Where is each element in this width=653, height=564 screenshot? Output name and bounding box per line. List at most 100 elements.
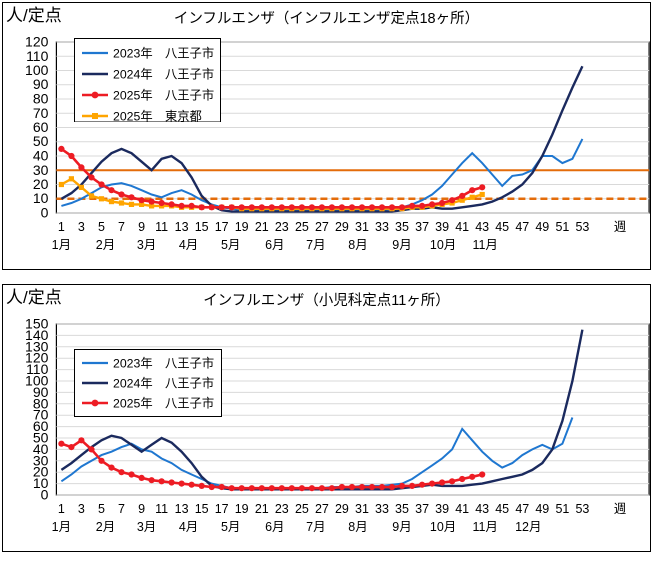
svg-text:2025年 八王子市: 2025年 八王子市 bbox=[113, 396, 214, 411]
svg-text:29: 29 bbox=[335, 502, 349, 516]
svg-text:8月: 8月 bbox=[348, 238, 367, 252]
svg-text:7月: 7月 bbox=[306, 238, 325, 252]
svg-text:11月: 11月 bbox=[472, 238, 497, 252]
svg-text:10月: 10月 bbox=[430, 520, 456, 534]
svg-text:120: 120 bbox=[25, 34, 49, 50]
svg-text:53: 53 bbox=[575, 502, 589, 516]
svg-text:25: 25 bbox=[295, 220, 309, 234]
svg-text:2023年 八王子市: 2023年 八王子市 bbox=[113, 46, 214, 61]
svg-text:43: 43 bbox=[475, 502, 489, 516]
svg-text:2024年 八王子市: 2024年 八王子市 bbox=[113, 67, 214, 82]
svg-text:2025年 東京都: 2025年 東京都 bbox=[113, 110, 202, 123]
svg-text:1: 1 bbox=[58, 502, 65, 516]
svg-text:39: 39 bbox=[435, 502, 449, 516]
svg-text:2月: 2月 bbox=[96, 238, 115, 252]
svg-text:4月: 4月 bbox=[179, 520, 198, 534]
svg-text:21: 21 bbox=[255, 220, 269, 234]
svg-text:37: 37 bbox=[415, 220, 429, 234]
svg-text:20: 20 bbox=[33, 176, 49, 192]
svg-text:25: 25 bbox=[295, 502, 309, 516]
svg-text:3: 3 bbox=[78, 220, 85, 234]
svg-text:31: 31 bbox=[355, 220, 369, 234]
svg-text:33: 33 bbox=[375, 502, 389, 516]
svg-text:11: 11 bbox=[155, 220, 168, 234]
svg-text:49: 49 bbox=[535, 502, 549, 516]
svg-text:5月: 5月 bbox=[221, 520, 240, 534]
svg-text:60: 60 bbox=[33, 119, 49, 135]
svg-text:2023年 八王子市: 2023年 八王子市 bbox=[113, 356, 214, 371]
svg-text:27: 27 bbox=[315, 502, 329, 516]
svg-text:80: 80 bbox=[33, 91, 49, 107]
svg-text:2025年 八王子市: 2025年 八王子市 bbox=[113, 88, 214, 103]
svg-text:4月: 4月 bbox=[179, 238, 198, 252]
svg-text:27: 27 bbox=[315, 220, 329, 234]
svg-text:90: 90 bbox=[33, 76, 49, 92]
svg-text:100: 100 bbox=[25, 62, 49, 78]
svg-text:3月: 3月 bbox=[137, 238, 156, 252]
svg-text:11月: 11月 bbox=[472, 520, 497, 534]
svg-text:33: 33 bbox=[375, 220, 389, 234]
svg-text:0: 0 bbox=[41, 205, 49, 221]
svg-text:2024年 八王子市: 2024年 八王子市 bbox=[113, 376, 214, 391]
svg-text:1月: 1月 bbox=[52, 238, 71, 252]
svg-text:13: 13 bbox=[175, 220, 189, 234]
svg-text:45: 45 bbox=[495, 220, 509, 234]
svg-text:8月: 8月 bbox=[348, 520, 367, 534]
svg-text:2月: 2月 bbox=[96, 520, 115, 534]
svg-text:9: 9 bbox=[138, 220, 145, 234]
svg-text:110: 110 bbox=[26, 48, 49, 64]
svg-text:10: 10 bbox=[33, 190, 49, 206]
svg-text:10月: 10月 bbox=[430, 238, 456, 252]
svg-text:3: 3 bbox=[78, 502, 85, 516]
svg-text:35: 35 bbox=[395, 220, 409, 234]
svg-text:6月: 6月 bbox=[265, 520, 284, 534]
svg-text:1: 1 bbox=[58, 220, 65, 234]
svg-text:47: 47 bbox=[515, 502, 529, 516]
svg-text:12月: 12月 bbox=[515, 520, 541, 534]
svg-text:35: 35 bbox=[395, 502, 409, 516]
svg-text:19: 19 bbox=[235, 220, 249, 234]
svg-text:40: 40 bbox=[33, 148, 49, 164]
svg-text:6月: 6月 bbox=[265, 238, 284, 252]
svg-text:50: 50 bbox=[33, 133, 49, 149]
svg-text:11: 11 bbox=[155, 502, 168, 516]
svg-text:51: 51 bbox=[555, 502, 569, 516]
svg-text:37: 37 bbox=[415, 502, 429, 516]
svg-text:13: 13 bbox=[175, 502, 189, 516]
svg-text:17: 17 bbox=[215, 220, 229, 234]
svg-text:47: 47 bbox=[515, 220, 529, 234]
svg-text:7: 7 bbox=[118, 220, 125, 234]
svg-text:9月: 9月 bbox=[392, 520, 411, 534]
svg-text:21: 21 bbox=[255, 502, 269, 516]
svg-text:9: 9 bbox=[138, 502, 145, 516]
svg-text:週: 週 bbox=[614, 220, 627, 234]
svg-text:41: 41 bbox=[455, 220, 469, 234]
svg-text:週: 週 bbox=[614, 502, 627, 516]
svg-text:29: 29 bbox=[335, 220, 349, 234]
svg-text:7月: 7月 bbox=[306, 520, 325, 534]
svg-text:51: 51 bbox=[555, 220, 569, 234]
svg-text:49: 49 bbox=[535, 220, 549, 234]
svg-text:5月: 5月 bbox=[221, 238, 240, 252]
svg-text:150: 150 bbox=[25, 316, 49, 332]
svg-text:17: 17 bbox=[215, 502, 229, 516]
svg-text:70: 70 bbox=[33, 105, 49, 121]
svg-text:23: 23 bbox=[275, 502, 289, 516]
svg-text:30: 30 bbox=[33, 162, 49, 178]
svg-text:53: 53 bbox=[575, 220, 589, 234]
svg-text:15: 15 bbox=[195, 220, 209, 234]
svg-text:31: 31 bbox=[355, 502, 369, 516]
svg-text:23: 23 bbox=[275, 220, 289, 234]
svg-text:41: 41 bbox=[455, 502, 469, 516]
svg-text:5: 5 bbox=[98, 220, 105, 234]
svg-text:19: 19 bbox=[235, 502, 249, 516]
svg-text:15: 15 bbox=[195, 502, 209, 516]
svg-text:39: 39 bbox=[435, 220, 449, 234]
svg-text:5: 5 bbox=[98, 502, 105, 516]
svg-text:3月: 3月 bbox=[137, 520, 156, 534]
svg-text:45: 45 bbox=[495, 502, 509, 516]
svg-text:9月: 9月 bbox=[392, 238, 411, 252]
svg-text:43: 43 bbox=[475, 220, 489, 234]
svg-text:1月: 1月 bbox=[52, 520, 71, 534]
svg-text:7: 7 bbox=[118, 502, 125, 516]
